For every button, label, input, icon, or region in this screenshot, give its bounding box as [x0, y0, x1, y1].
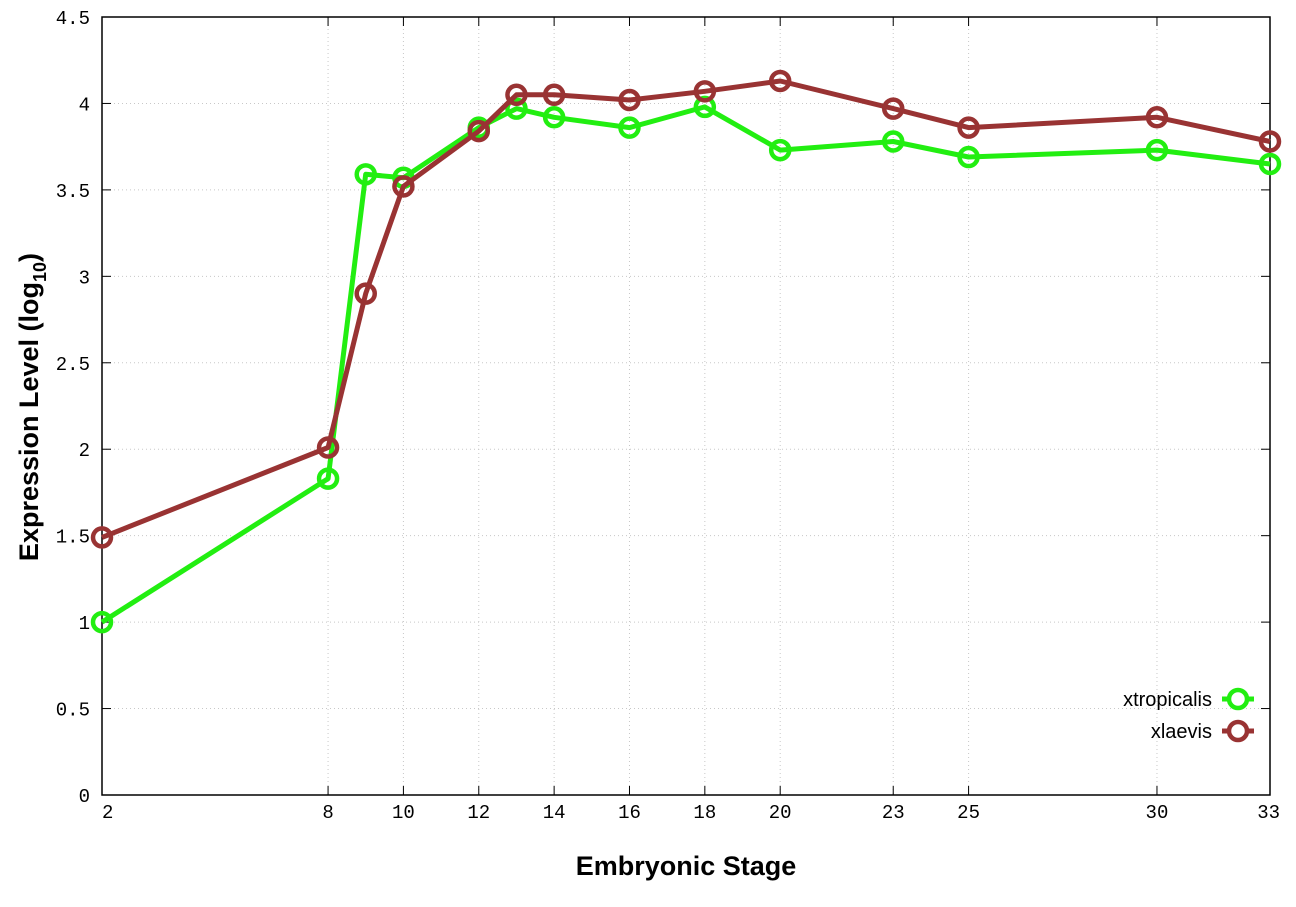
y-tick-label: 3.5 — [56, 181, 90, 203]
data-point — [316, 467, 340, 490]
data-point — [693, 80, 717, 103]
axis-ticks — [101, 16, 1271, 796]
series-group — [90, 69, 1282, 634]
x-tick-label: 33 — [1257, 802, 1280, 824]
data-point — [618, 88, 641, 112]
data-point — [467, 119, 491, 143]
legend-item-xtropicalis: xtropicalis — [1123, 687, 1254, 711]
y-tick-label: 4.5 — [56, 8, 90, 30]
grid-lines — [101, 17, 1271, 795]
x-tick-label: 16 — [618, 802, 641, 824]
data-point — [505, 83, 528, 107]
series-line — [101, 78, 1271, 540]
y-axis-title-subscript: 10 — [30, 262, 50, 282]
data-point — [957, 116, 980, 139]
data-point — [354, 282, 377, 305]
data-point — [957, 145, 980, 169]
y-tick-label: 4 — [79, 94, 90, 116]
y-tick-labels: 0 0.5 1 1.5 2 2.5 3 3.5 4 4.5 — [56, 8, 90, 808]
y-axis-title-main: Expression Level (log — [14, 282, 44, 561]
x-tick-labels: 2 8 10 12 14 16 18 20 23 25 30 33 — [102, 802, 1280, 824]
data-point — [392, 175, 415, 198]
y-axis-title: Expression Level (log10) — [14, 253, 50, 561]
data-point — [90, 526, 114, 549]
data-point — [1258, 152, 1282, 176]
legend-item-xlaevis: xlaevis — [1151, 719, 1254, 743]
plot-frame — [101, 16, 1271, 796]
x-tick-label: 20 — [769, 802, 792, 824]
legend: xtropicalis xlaevis — [1123, 687, 1254, 743]
x-tick-label: 12 — [467, 802, 490, 824]
data-point — [542, 106, 566, 129]
data-point — [354, 163, 377, 186]
y-tick-label: 0.5 — [56, 700, 90, 722]
legend-swatch-marker — [1226, 687, 1250, 711]
data-point — [768, 69, 792, 93]
x-tick-label: 30 — [1146, 802, 1169, 824]
data-point — [881, 130, 905, 153]
series-xlaevis — [90, 69, 1282, 549]
legend-label: xtropicalis — [1123, 689, 1212, 711]
x-tick-label: 14 — [543, 802, 566, 824]
x-tick-label: 23 — [882, 802, 905, 824]
data-point — [618, 116, 641, 139]
y-tick-label: 2.5 — [56, 354, 90, 376]
legend-label: xlaevis — [1151, 721, 1212, 743]
series-line — [100, 104, 1271, 625]
x-tick-label: 10 — [392, 802, 415, 824]
y-tick-label: 2 — [79, 440, 90, 462]
y-axis-title-end: ) — [14, 253, 44, 262]
x-tick-label: 8 — [322, 802, 333, 824]
x-tick-label: 2 — [102, 802, 113, 824]
data-point — [1145, 106, 1169, 129]
x-axis-title: Embryonic Stage — [576, 851, 797, 881]
data-point — [505, 97, 528, 120]
data-point — [768, 138, 792, 162]
y-tick-label: 1.5 — [56, 527, 90, 549]
data-point — [1258, 130, 1282, 153]
x-tick-label: 25 — [957, 802, 980, 824]
data-point — [1145, 138, 1169, 162]
y-tick-label: 3 — [79, 267, 90, 289]
data-point — [693, 95, 717, 119]
data-point — [881, 97, 905, 120]
legend-swatch-marker — [1226, 719, 1250, 743]
y-tick-label: 0 — [79, 786, 90, 808]
y-tick-label: 1 — [79, 613, 90, 635]
x-tick-label: 18 — [693, 802, 716, 824]
data-point — [316, 436, 340, 459]
data-point — [542, 83, 566, 107]
data-point — [90, 610, 114, 634]
series-xtropicalis — [90, 95, 1282, 634]
